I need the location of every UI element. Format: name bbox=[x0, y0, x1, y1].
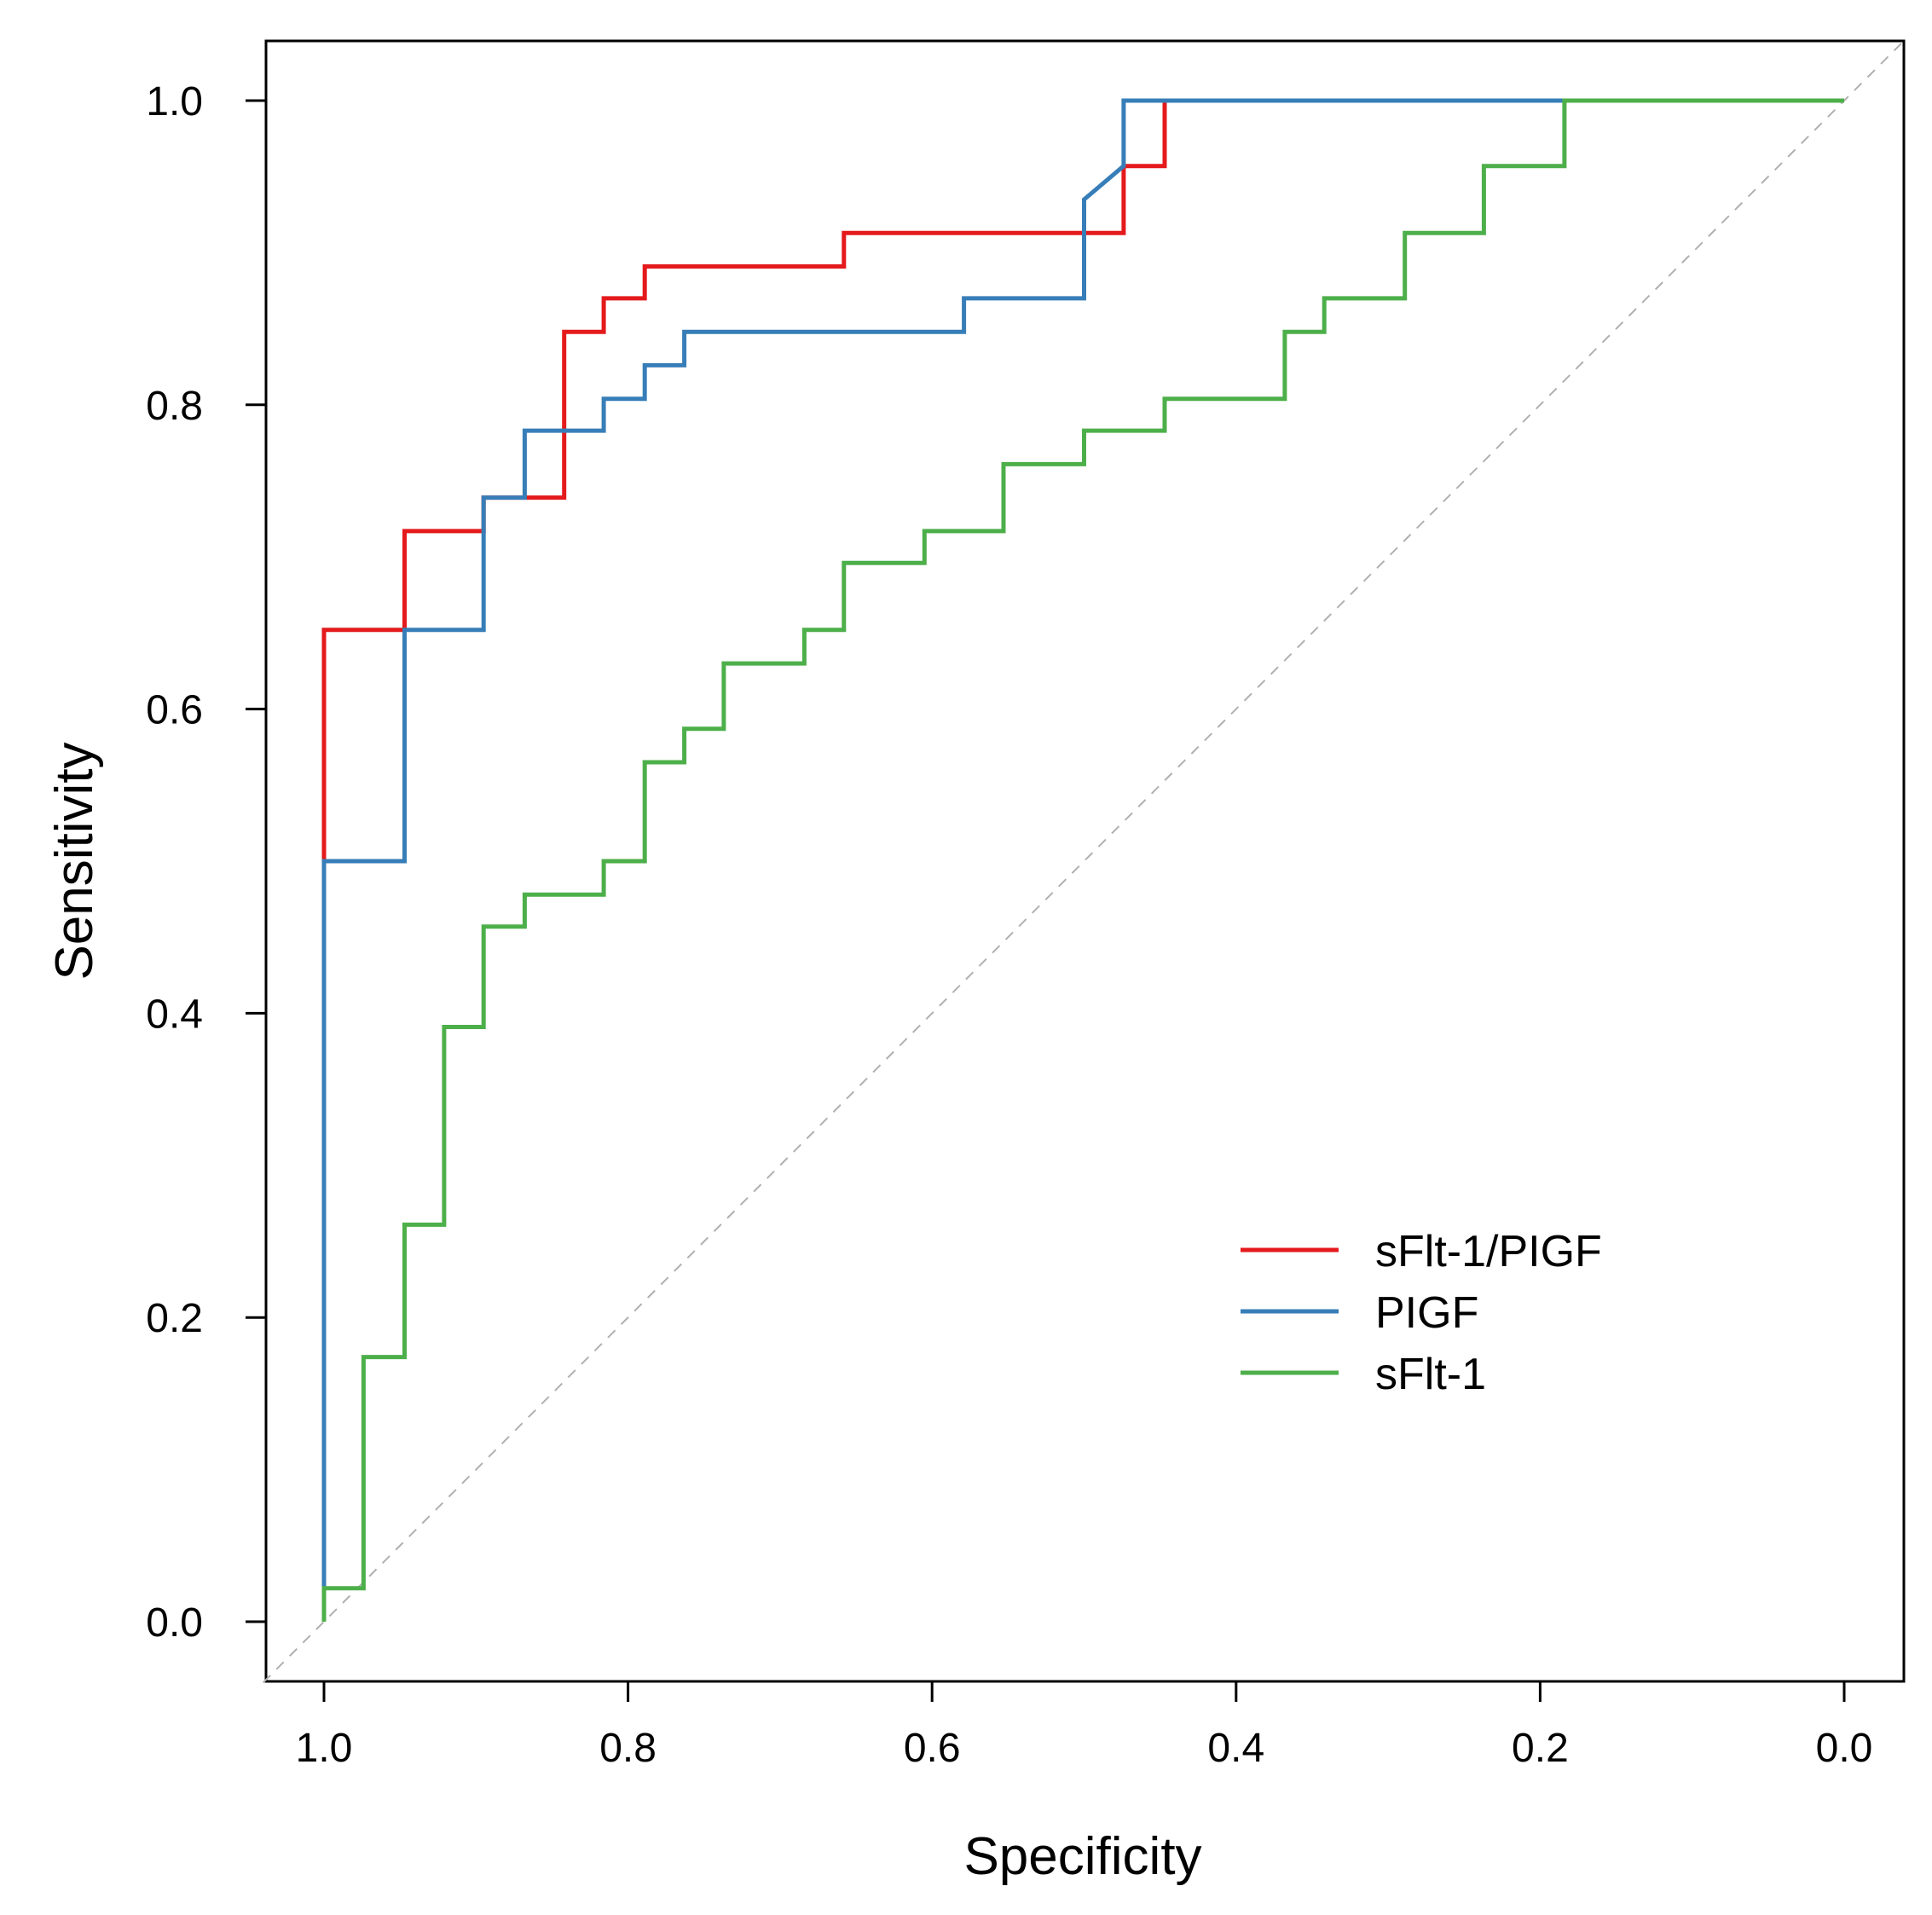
y-tick-label: 0.6 bbox=[146, 688, 203, 733]
y-axis-title: Sensitivity bbox=[45, 742, 104, 980]
x-tick-label: 1.0 bbox=[296, 1726, 353, 1771]
reference-diagonal bbox=[262, 38, 1906, 1684]
legend-label: sFlt-1/PIGF bbox=[1375, 1227, 1602, 1276]
x-tick-label: 0.0 bbox=[1816, 1726, 1873, 1771]
y-tick-label: 1.0 bbox=[146, 79, 203, 124]
plot-frame bbox=[264, 39, 1906, 1683]
x-axis: 1.0 0.8 0.6 0.4 0.2 0.0 bbox=[296, 1681, 1873, 1771]
y-tick-label: 0.4 bbox=[146, 992, 203, 1037]
x-axis-title: Specificity bbox=[963, 1827, 1201, 1886]
y-axis: 0.0 0.2 0.4 0.6 0.8 1.0 bbox=[146, 79, 266, 1646]
x-tick-label: 0.8 bbox=[599, 1726, 657, 1771]
legend: sFlt-1/PIGF PIGF sFlt-1 bbox=[1241, 1227, 1602, 1399]
x-tick-label: 0.4 bbox=[1207, 1726, 1264, 1771]
y-tick-label: 0.0 bbox=[146, 1600, 203, 1646]
series-line-1 bbox=[321, 98, 1844, 1622]
legend-label: sFlt-1 bbox=[1375, 1350, 1486, 1399]
y-tick-label: 0.8 bbox=[146, 384, 203, 429]
x-tick-label: 0.2 bbox=[1512, 1726, 1569, 1771]
x-tick-label: 0.6 bbox=[904, 1726, 961, 1771]
legend-label: PIGF bbox=[1375, 1288, 1478, 1338]
series-lines bbox=[321, 98, 1844, 1622]
series-line-2 bbox=[321, 98, 1844, 1622]
y-tick-label: 0.2 bbox=[146, 1296, 203, 1341]
